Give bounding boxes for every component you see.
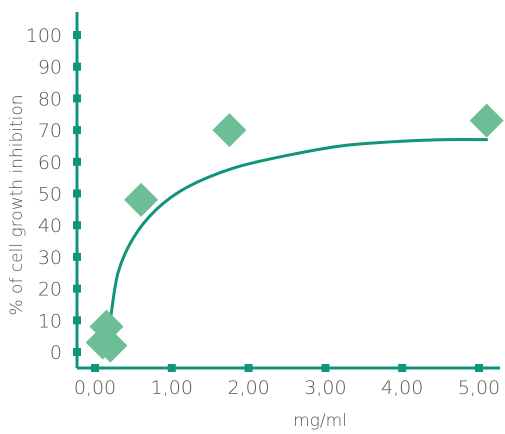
x-tick-mark: [475, 364, 483, 372]
data-point: [212, 113, 247, 148]
y-tick-label: 100: [26, 25, 62, 47]
y-tick-mark: [73, 221, 81, 230]
y-tick-mark: [73, 252, 81, 261]
y-tick-label: 60: [38, 152, 62, 174]
x-tick-mark: [321, 364, 330, 372]
y-tick-label: 40: [38, 215, 62, 237]
y-tick-mark: [73, 94, 81, 103]
y-tick-mark: [73, 189, 81, 198]
y-tick-mark: [73, 31, 81, 39]
x-tick-mark: [167, 364, 176, 372]
y-tick-mark: [73, 157, 81, 166]
x-tick-label: 1,00: [151, 377, 193, 399]
y-tick-label: 0: [50, 342, 62, 364]
y-tick-label: 30: [38, 247, 62, 269]
y-tick-mark: [73, 284, 81, 293]
x-tick-label: 4,00: [381, 377, 423, 399]
y-tick-label: 90: [38, 57, 62, 79]
y-tick-label: 80: [38, 88, 62, 110]
x-tick-label: 0,00: [74, 377, 116, 399]
y-tick-mark: [73, 126, 81, 135]
x-tick-mark: [244, 364, 253, 372]
y-tick-mark: [73, 316, 81, 325]
tick-labels-layer: 0 10 20 30 40 50 60 70 80 90 100 0,00 1,00 2,00 3,00 4,…: [26, 25, 500, 399]
trend-curve-layer: [108, 137, 489, 322]
data-point: [469, 103, 504, 138]
x-tick-label: 3,00: [304, 377, 346, 399]
data-point: [124, 182, 159, 217]
trend-curve: [108, 137, 489, 322]
x-tick-mark: [91, 364, 99, 372]
x-tick-label: 2,00: [227, 377, 269, 399]
x-tick-label: 5,00: [458, 377, 500, 399]
y-tick-label: 70: [38, 120, 62, 142]
y-tick-label: 50: [38, 184, 62, 206]
data-point: [89, 309, 124, 344]
y-axis-label: % of cell growth inhibition: [7, 94, 27, 315]
x-axis-label: mg/ml: [293, 411, 347, 431]
y-tick-mark: [73, 62, 81, 71]
x-tick-mark: [398, 364, 407, 372]
data-points-layer: [85, 103, 504, 363]
y-tick-label: 20: [38, 279, 62, 301]
y-tick-label: 10: [38, 310, 62, 332]
y-tick-mark: [73, 348, 81, 356]
